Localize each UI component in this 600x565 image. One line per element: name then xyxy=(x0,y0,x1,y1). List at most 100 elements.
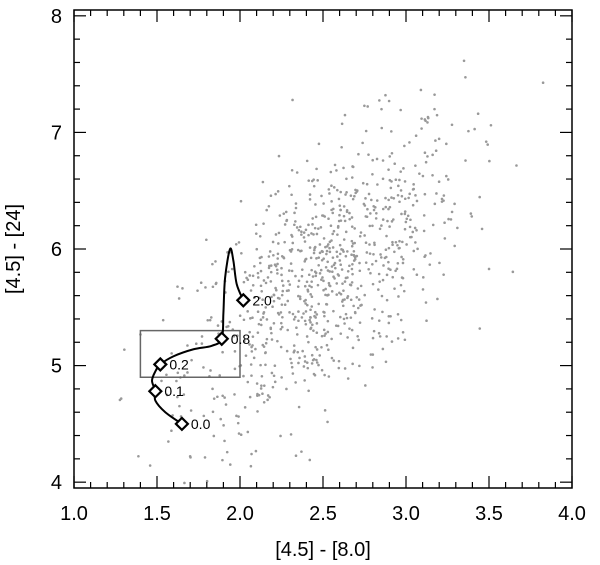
scatter-point xyxy=(277,242,280,245)
scatter-point xyxy=(338,213,341,217)
scatter-point xyxy=(276,311,280,315)
scatter-point xyxy=(336,255,339,258)
scatter-point xyxy=(350,244,354,248)
scatter-point xyxy=(330,290,334,293)
scatter-point xyxy=(313,373,317,377)
scatter-point xyxy=(253,295,256,299)
scatter-point xyxy=(312,329,315,332)
scatter-point xyxy=(320,194,323,198)
scatter-point xyxy=(357,298,361,301)
scatter-point xyxy=(384,360,388,364)
scatter-point xyxy=(214,260,217,263)
redshift-label: 0.8 xyxy=(231,331,251,347)
scatter-point xyxy=(323,409,327,412)
scatter-point xyxy=(339,208,342,212)
y-tick-label: 7 xyxy=(51,122,62,144)
scatter-point xyxy=(355,254,359,258)
scatter-point xyxy=(251,283,255,287)
scatter-point xyxy=(285,349,289,353)
scatter-point xyxy=(272,253,275,257)
scatter-point xyxy=(340,145,343,149)
scatter-point xyxy=(406,214,410,218)
scatter-point xyxy=(335,169,338,172)
scatter-point xyxy=(297,279,301,283)
scatter-point xyxy=(344,230,348,234)
scatter-point xyxy=(382,264,385,267)
scatter-point xyxy=(305,159,309,163)
scatter-point xyxy=(256,392,259,396)
scatter-point xyxy=(300,268,304,271)
scatter-point xyxy=(212,397,216,400)
scatter-point xyxy=(286,299,290,303)
scatter-point xyxy=(295,226,299,229)
x-tick-label: 1.5 xyxy=(143,503,171,525)
scatter-point xyxy=(346,377,350,380)
scatter-point xyxy=(377,319,381,322)
scatter-point xyxy=(313,226,317,230)
scatter-point xyxy=(328,192,331,195)
scatter-point xyxy=(541,81,545,84)
scatter-point xyxy=(235,334,239,337)
scatter-point xyxy=(259,363,262,367)
scatter-point xyxy=(396,193,400,197)
scatter-point xyxy=(309,321,312,324)
scatter-point xyxy=(165,393,169,397)
scatter-point xyxy=(414,194,417,197)
scatter-point xyxy=(178,404,181,408)
scatter-point xyxy=(216,324,220,327)
scatter-point xyxy=(209,369,212,372)
scatter-point xyxy=(186,371,189,374)
scatter-point xyxy=(307,233,310,237)
scatter-point xyxy=(214,281,218,285)
scatter-point xyxy=(330,200,333,203)
scatter-point xyxy=(310,305,314,308)
scatter-point xyxy=(310,362,314,365)
scatter-point xyxy=(371,172,374,176)
scatter-point xyxy=(237,241,241,244)
scatter-point xyxy=(390,196,393,199)
scatter-point xyxy=(324,265,328,269)
scatter-point xyxy=(272,293,276,297)
scatter-point xyxy=(290,248,294,251)
scatter-point xyxy=(306,303,309,307)
scatter-point xyxy=(313,248,316,252)
scatter-point xyxy=(300,316,304,319)
scatter-point xyxy=(261,316,265,319)
scatter-point xyxy=(321,276,324,279)
scatter-point xyxy=(259,323,263,327)
scatter-point xyxy=(287,279,290,283)
scatter-point xyxy=(228,463,232,466)
scatter-point xyxy=(340,122,344,126)
scatter-point xyxy=(478,195,481,199)
scatter-point xyxy=(329,224,333,228)
scatter-point xyxy=(269,194,273,198)
scatter-point xyxy=(306,290,310,293)
scatter-point xyxy=(261,343,265,347)
scatter-point xyxy=(312,251,316,255)
scatter-point xyxy=(286,328,289,332)
scatter-point xyxy=(334,324,338,327)
scatter-point xyxy=(332,229,336,233)
scatter-point xyxy=(343,113,347,117)
scatter-point xyxy=(313,246,316,250)
scatter-point xyxy=(227,270,230,274)
scatter-point xyxy=(264,306,268,309)
scatter-point xyxy=(379,253,382,256)
scatter-point xyxy=(489,123,493,127)
scatter-point xyxy=(356,334,359,338)
scatter-point xyxy=(318,251,322,255)
scatter-point xyxy=(295,326,298,330)
scatter-point xyxy=(411,188,415,191)
scatter-point xyxy=(280,325,284,329)
scatter-point xyxy=(351,272,354,276)
scatter-point xyxy=(326,420,329,424)
scatter-point xyxy=(353,227,356,230)
scatter-point xyxy=(414,134,418,138)
scatter-point xyxy=(343,322,346,325)
scatter-point xyxy=(219,417,223,421)
scatter-point xyxy=(341,248,345,252)
scatter-point xyxy=(366,105,369,108)
scatter-point xyxy=(259,269,263,273)
scatter-point xyxy=(313,314,316,318)
scatter-point xyxy=(358,321,362,324)
